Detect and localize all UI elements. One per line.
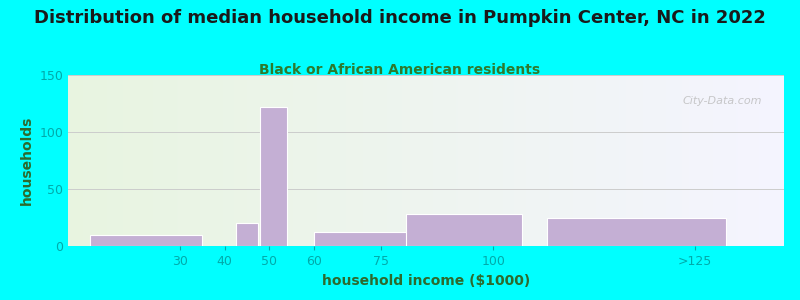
Bar <box>236 223 258 246</box>
Text: Distribution of median household income in Pumpkin Center, NC in 2022: Distribution of median household income … <box>34 9 766 27</box>
Y-axis label: households: households <box>20 116 34 205</box>
Bar <box>261 107 287 246</box>
Bar <box>547 218 726 246</box>
X-axis label: household income ($1000): household income ($1000) <box>322 274 530 288</box>
Bar <box>90 235 202 246</box>
Text: Black or African American residents: Black or African American residents <box>259 63 541 77</box>
Bar <box>314 232 435 246</box>
Bar <box>406 214 522 246</box>
Text: City-Data.com: City-Data.com <box>683 95 762 106</box>
